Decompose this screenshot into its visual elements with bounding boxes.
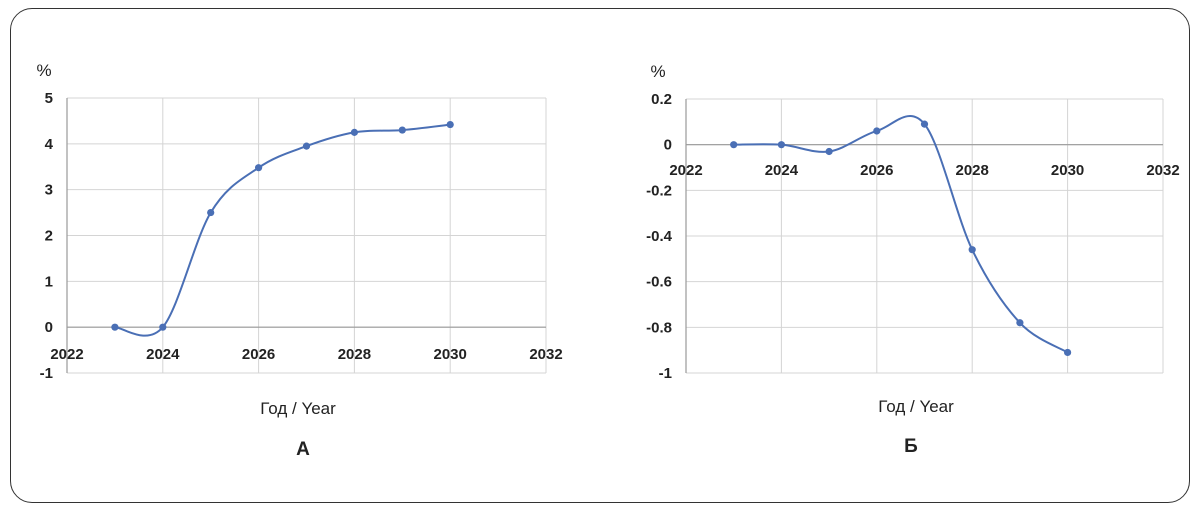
chart-b-x-axis-title: Год / Year	[878, 397, 954, 416]
chart-a-data-point	[302, 142, 311, 150]
chart-a-data-point	[111, 323, 119, 331]
chart-a-x-tick-label: 2030	[434, 346, 467, 363]
chart-b-data-point	[1016, 319, 1024, 327]
chart-b-data-point	[825, 147, 833, 156]
chart-a-axes	[66, 98, 546, 373]
chart-b-data-point	[873, 127, 881, 135]
chart-b-series-line	[733, 115, 1069, 354]
chart-a-grid	[66, 97, 547, 374]
chart-b-tick-labels: 0.2 0 -0.2 -0.4 -0.6 -0.8 -1 2022 2024 2026 2028 20…	[646, 91, 1180, 382]
chart-b-x-tick-label: 2022	[669, 162, 702, 179]
chart-b-data-point	[968, 246, 976, 254]
chart-b-y-tick-label: -0.6	[646, 274, 672, 291]
chart-b: 0.2 0 -0.2 -0.4 -0.6 -0.8 -1 2022 2024 2026 2028 20…	[646, 62, 1180, 457]
chart-b-data-point	[777, 141, 785, 149]
figure-frame	[10, 8, 1190, 503]
chart-b-x-tick-label: 2030	[1051, 162, 1084, 179]
chart-a-y-tick-label: 5	[45, 90, 53, 107]
chart-a-data-point	[446, 120, 454, 129]
chart-b-y-tick-label: -0.2	[646, 182, 672, 199]
chart-a-x-tick-label: 2032	[529, 346, 562, 363]
chart-a-x-tick-label: 2022	[50, 346, 83, 363]
chart-a-y-tick-label: 3	[45, 182, 53, 199]
chart-b-y-tick-label: -0.4	[646, 228, 673, 245]
chart-a-y-tick-label: 1	[45, 273, 53, 290]
chart-b-points	[730, 120, 1072, 357]
chart-b-data-point	[730, 141, 738, 149]
chart-a-unit-label: %	[36, 61, 51, 80]
chart-a-data-point	[398, 126, 406, 134]
chart-a-y-tick-label: 2	[45, 228, 53, 245]
chart-b-grid	[685, 98, 1164, 374]
chart-a-y-tick-label: 0	[45, 319, 53, 336]
chart-a-data-point	[159, 323, 167, 331]
chart-a-x-tick-label: 2028	[338, 346, 371, 363]
chart-b-x-tick-label: 2028	[956, 162, 989, 179]
chart-b-y-tick-label: 0	[664, 137, 672, 154]
chart-b-y-tick-label: -0.8	[646, 319, 672, 336]
chart-b-y-tick-label: 0.2	[651, 91, 672, 108]
chart-b-data-point	[1064, 348, 1072, 357]
chart-a-data-point	[207, 208, 215, 217]
chart-b-panel-label: Б	[904, 436, 918, 457]
chart-a-data-point	[255, 164, 263, 172]
chart-a-y-tick-label: -1	[40, 365, 53, 382]
chart-a-x-axis-title: Год / Year	[260, 399, 336, 418]
chart-a-x-tick-label: 2026	[242, 346, 275, 363]
chart-a-x-tick-label: 2024	[146, 346, 180, 363]
chart-b-x-tick-label: 2024	[765, 162, 799, 179]
chart-a-y-tick-label: 4	[45, 136, 54, 153]
chart-a: 5 4 3 2 1 0 -1 2022 2024 2026 2028 2030 2032 % Год /…	[36, 61, 563, 460]
chart-a-data-point	[350, 128, 358, 136]
chart-b-x-tick-label: 2026	[860, 162, 893, 179]
chart-a-points	[111, 120, 454, 331]
chart-b-x-tick-label: 2032	[1146, 162, 1179, 179]
chart-a-tick-labels: 5 4 3 2 1 0 -1 2022 2024 2026 2028 2030 2032	[40, 90, 563, 382]
chart-b-data-point	[920, 120, 929, 128]
chart-b-y-tick-label: -1	[659, 365, 672, 382]
chart-a-series-line	[114, 123, 451, 337]
chart-b-unit-label: %	[650, 62, 665, 81]
chart-a-panel-label: А	[296, 439, 310, 460]
